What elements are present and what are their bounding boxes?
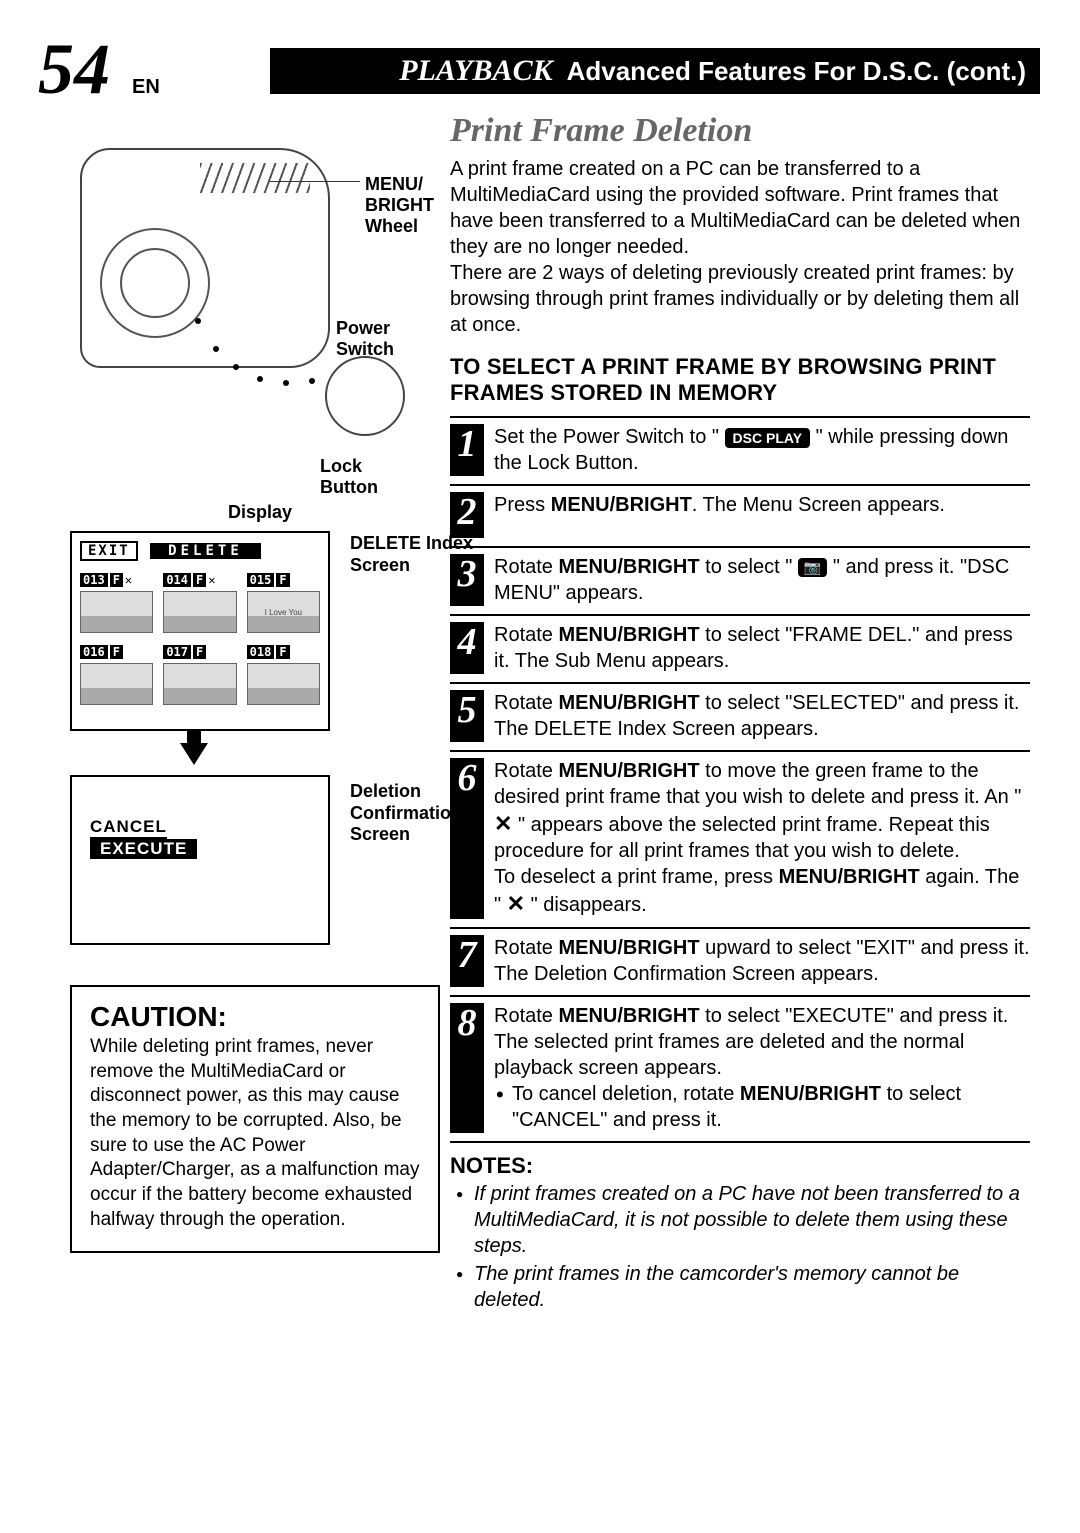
page-number: 54	[38, 28, 110, 111]
delete-index-screen: EXIT DELETE 013F✕014F✕015FI Love You 016F…	[70, 531, 330, 731]
note-item: If print frames created on a PC have not…	[456, 1181, 1030, 1259]
thumb-cell: 018F	[247, 645, 320, 705]
step-body: Set the Power Switch to " DSC PLAY " whi…	[494, 424, 1030, 476]
step-number: 6	[450, 758, 484, 919]
arrow-down-icon	[180, 743, 208, 765]
lock-button-label: Lock Button	[320, 456, 410, 498]
note-item: The print frames in the camcorder's memo…	[456, 1261, 1030, 1313]
step-body: Rotate MENU/BRIGHT to select "FRAME DEL.…	[494, 622, 1030, 674]
step-number: 2	[450, 492, 484, 538]
caution-box: CAUTION: While deleting print frames, ne…	[70, 985, 440, 1253]
camcorder-figure: MENU/ BRIGHT Wheel Power Switch Lock But…	[70, 118, 410, 478]
intro-para-1: A print frame created on a PC can be tra…	[450, 156, 1030, 338]
step-body: Rotate MENU/BRIGHT to select "SELECTED" …	[494, 690, 1030, 742]
step: 4Rotate MENU/BRIGHT to select "FRAME DEL…	[450, 614, 1030, 682]
step-body: Rotate MENU/BRIGHT to select " 📷 " and p…	[494, 554, 1030, 606]
sub-heading: TO SELECT A PRINT FRAME BY BROWSING PRIN…	[450, 354, 1030, 406]
header-playback: PLAYBACK	[399, 54, 552, 88]
thumb-cell: 016F	[80, 645, 153, 705]
step: 3Rotate MENU/BRIGHT to select " 📷 " and …	[450, 546, 1030, 614]
step-number: 3	[450, 554, 484, 606]
thumb-cell: 014F✕	[163, 573, 236, 633]
step: 2Press MENU/BRIGHT. The Menu Screen appe…	[450, 484, 1030, 546]
step-body: Press MENU/BRIGHT. The Menu Screen appea…	[494, 492, 945, 538]
page-lang: EN	[132, 76, 160, 99]
thumb-cell: 017F	[163, 645, 236, 705]
step-number: 7	[450, 935, 484, 987]
notes-heading: NOTES:	[450, 1153, 1030, 1179]
display-heading: Display	[70, 502, 450, 523]
execute-text: EXECUTE	[90, 839, 197, 859]
menu-bright-label: MENU/ BRIGHT Wheel	[365, 174, 434, 237]
caution-title: CAUTION:	[90, 1001, 420, 1033]
step-number: 1	[450, 424, 484, 476]
exit-tag: EXIT	[80, 541, 138, 561]
step-number: 8	[450, 1003, 484, 1133]
thumb-cell: 013F✕	[80, 573, 153, 633]
delete-header: DELETE	[150, 543, 261, 559]
thumb-cell: 015FI Love You	[247, 573, 320, 633]
step: 6Rotate MENU/BRIGHT to move the green fr…	[450, 750, 1030, 927]
step: 8Rotate MENU/BRIGHT to select "EXECUTE" …	[450, 995, 1030, 1141]
step-number: 4	[450, 622, 484, 674]
step-body: Rotate MENU/BRIGHT upward to select "EXI…	[494, 935, 1030, 987]
cancel-text: CANCEL	[90, 817, 167, 839]
step: 5Rotate MENU/BRIGHT to select "SELECTED"…	[450, 682, 1030, 750]
power-switch-label: Power Switch	[336, 318, 410, 360]
notes-list: If print frames created on a PC have not…	[450, 1181, 1030, 1313]
step-body: Rotate MENU/BRIGHT to select "EXECUTE" a…	[494, 1003, 1030, 1133]
caution-body: While deleting print frames, never remov…	[90, 1035, 420, 1233]
deletion-confirm-screen: CANCEL EXECUTE	[70, 775, 330, 945]
step: 7Rotate MENU/BRIGHT upward to select "EX…	[450, 927, 1030, 995]
header-subtitle: Advanced Features For D.S.C. (cont.)	[567, 56, 1026, 87]
step-body: Rotate MENU/BRIGHT to move the green fra…	[494, 758, 1030, 919]
section-title: Print Frame Deletion	[450, 112, 1030, 150]
header-bar: PLAYBACK Advanced Features For D.S.C. (c…	[270, 48, 1040, 94]
step: 1Set the Power Switch to " DSC PLAY " wh…	[450, 416, 1030, 484]
step-number: 5	[450, 690, 484, 742]
